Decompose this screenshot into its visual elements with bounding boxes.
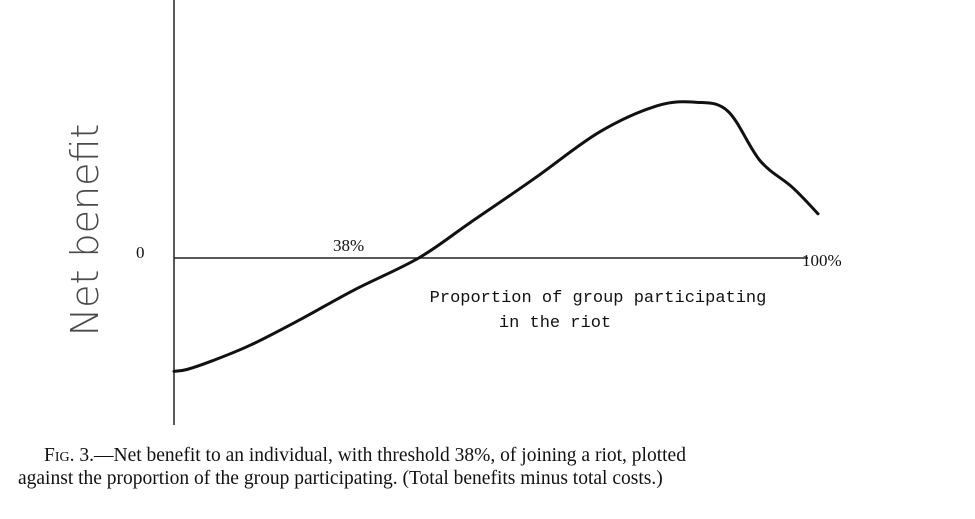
zero-tick-label: 0 — [136, 243, 145, 262]
caption-text-1: —Net benefit to an individual, with thre… — [94, 445, 686, 466]
caption-line-2: against the proportion of the group part… — [18, 468, 663, 489]
threshold-label: 38% — [333, 236, 364, 255]
figure-caption: Fig. 3.—Net benefit to an individual, wi… — [18, 444, 963, 490]
x-axis-label-line-2: in the riot — [499, 314, 611, 333]
y-axis-label: Net benefit — [63, 124, 107, 337]
end-tick-label: 100% — [802, 251, 842, 270]
net-benefit-curve — [172, 100, 820, 373]
caption-line-1: Fig. 3.—Net benefit to an individual, wi… — [18, 444, 963, 467]
x-axis-label-line-1: Proportion of group participating — [430, 289, 767, 308]
caption-figure-number: Fig. 3. — [44, 445, 94, 466]
net-benefit-chart: Net benefit 0 38% 100% Proportion of gro… — [63, 0, 842, 425]
